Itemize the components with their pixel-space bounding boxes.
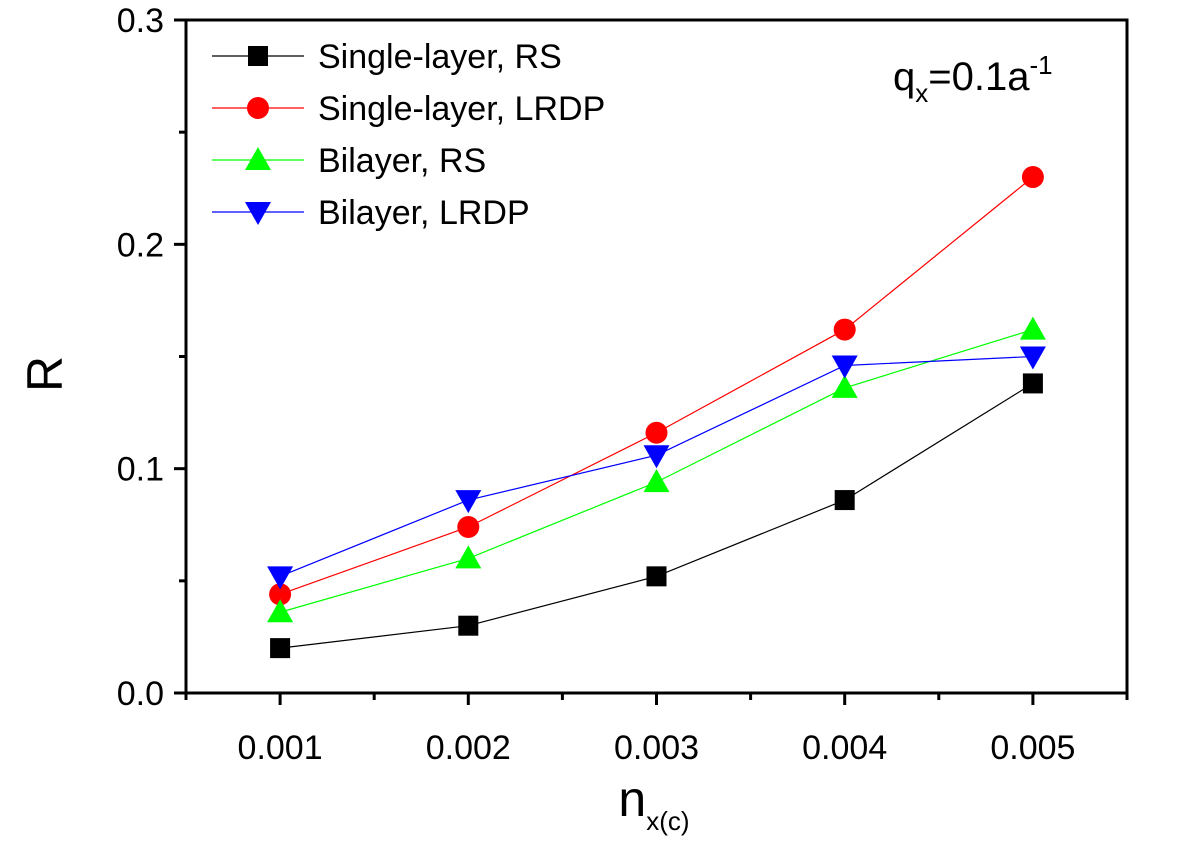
legend: Single-layer, RS Single-layer, LRDP Bilaye…	[212, 38, 605, 232]
annotation-subscript: x	[915, 78, 928, 108]
y-tick-label: 0.1	[117, 451, 164, 489]
x-tick-label: 0.003	[614, 729, 699, 767]
data-point	[645, 421, 668, 444]
legend-marker	[247, 97, 269, 119]
y-tick-label: 0.2	[117, 226, 164, 264]
data-point	[1021, 166, 1044, 189]
data-point	[269, 583, 292, 606]
series-layer	[267, 166, 1046, 659]
annotation-middle: =0.1a	[928, 55, 1030, 99]
y-tick-label: 0.0	[117, 675, 164, 713]
data-point	[457, 515, 480, 538]
data-point	[1022, 373, 1043, 394]
series-line	[279, 176, 1034, 595]
legend-label: Bilayer, LRDP	[318, 194, 530, 232]
data-point	[1019, 346, 1046, 370]
data-point	[1019, 316, 1046, 340]
legend-marker	[245, 147, 271, 170]
x-axis-title-base: n	[618, 771, 646, 827]
y-axis-title: R	[17, 356, 73, 392]
annotation-base: q	[893, 55, 915, 99]
plot-frame	[184, 18, 1129, 695]
data-point	[834, 490, 855, 511]
legend-item: Single-layer, LRDP	[212, 90, 605, 128]
data-point	[646, 566, 667, 587]
legend-marker	[248, 46, 268, 66]
ticks-layer: 0.0 0.1 0.2 0.3 0.001 0.002 0.003 0.004 0.005	[117, 2, 1129, 767]
data-point	[455, 545, 482, 569]
x-axis-title: nx(c)	[618, 771, 689, 836]
annotation-superscript: -1	[1029, 50, 1052, 80]
data-point	[267, 566, 294, 590]
x-tick-label: 0.005	[990, 729, 1075, 767]
data-point	[831, 374, 858, 398]
x-axis-title-subscript: x(c)	[646, 806, 689, 836]
legend-item: Bilayer, RS	[212, 142, 486, 180]
legend-item: Bilayer, LRDP	[212, 194, 530, 232]
series-3	[267, 346, 1046, 590]
data-point	[833, 318, 856, 341]
legend-marker	[245, 202, 271, 225]
legend-item: Single-layer, RS	[212, 38, 562, 76]
x-tick-label: 0.001	[238, 729, 323, 767]
legend-label: Single-layer, RS	[318, 38, 562, 76]
annotation-qx: qx=0.1a-1	[893, 50, 1053, 108]
series-0	[270, 373, 1043, 659]
data-point	[270, 638, 291, 659]
series-1	[269, 166, 1044, 606]
legend-label: Bilayer, RS	[318, 142, 486, 180]
legend-label: Single-layer, LRDP	[318, 90, 605, 128]
y-tick-label: 0.3	[117, 2, 164, 40]
x-tick-label: 0.002	[426, 729, 511, 767]
data-point	[643, 469, 670, 493]
data-point	[643, 445, 670, 469]
data-point	[267, 599, 294, 623]
data-point	[831, 355, 858, 379]
data-point	[458, 615, 479, 636]
series-2	[267, 316, 1046, 623]
data-point	[455, 490, 482, 514]
x-tick-label: 0.004	[802, 729, 887, 767]
